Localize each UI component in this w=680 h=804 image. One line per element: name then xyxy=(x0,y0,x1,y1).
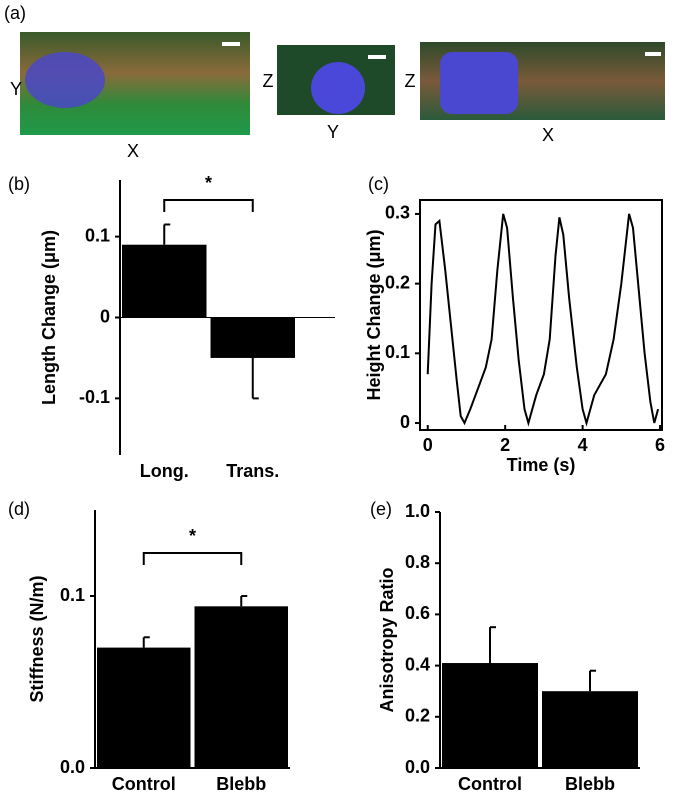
scale-bar xyxy=(368,55,386,59)
y-tick-label: 0.3 xyxy=(385,203,410,223)
nucleus xyxy=(311,62,365,114)
x-tick-label: Blebb xyxy=(565,774,615,794)
x-tick-label: 2 xyxy=(500,435,510,455)
panel-label: (d) xyxy=(8,499,30,519)
significance-bracket xyxy=(142,552,243,565)
nucleus xyxy=(440,52,518,114)
y-tick-label: 0.2 xyxy=(405,706,430,726)
bar xyxy=(97,647,191,768)
y-axis-title: Height Change (μm) xyxy=(364,229,384,400)
axis-letter: X xyxy=(127,141,139,161)
y-axis-title: Anisotropy Ratio xyxy=(377,567,397,712)
x-tick-label: Trans. xyxy=(226,461,279,481)
nucleus xyxy=(25,52,105,108)
axis-letter: Y xyxy=(327,122,339,142)
y-tick-label: 0 xyxy=(100,306,110,326)
y-tick-label: 0.2 xyxy=(385,272,410,292)
bar xyxy=(442,663,538,768)
scale-bar xyxy=(645,52,661,56)
x-tick-label: 0 xyxy=(423,435,433,455)
significance-mark: * xyxy=(205,173,212,193)
y-tick-label: 0 xyxy=(400,412,410,432)
y-tick-label: 0.4 xyxy=(405,654,430,674)
x-tick-label: Long. xyxy=(140,461,189,481)
x-axis-title: Time (s) xyxy=(507,455,576,475)
panel-a: (a) Y X Z Y Z X xyxy=(4,3,665,161)
y-tick-label: 0.1 xyxy=(60,585,85,605)
y-axis-title: Length Change (μm) xyxy=(39,230,59,405)
x-tick-label: Control xyxy=(112,774,176,794)
y-tick-label: 0.8 xyxy=(405,552,430,572)
x-tick-label: Blebb xyxy=(216,774,266,794)
panel-label: (e) xyxy=(370,499,392,519)
y-tick-label: 0.0 xyxy=(60,757,85,777)
significance-bracket xyxy=(163,199,254,212)
axis-letter: Z xyxy=(405,71,416,91)
axis-letter: Y xyxy=(10,79,22,99)
y-tick-label: 0.0 xyxy=(405,757,430,777)
bar xyxy=(194,606,288,768)
plot-frame xyxy=(419,199,663,431)
significance-mark: * xyxy=(189,526,196,546)
data-line xyxy=(426,213,660,427)
bar xyxy=(210,317,295,358)
y-axis-title: Stiffness (N/m) xyxy=(27,575,47,702)
y-tick-label: -0.1 xyxy=(79,387,110,407)
panel-label: (c) xyxy=(368,174,389,194)
panel-label: (b) xyxy=(8,174,30,194)
x-tick-label: 6 xyxy=(655,435,665,455)
bar xyxy=(542,691,638,768)
y-tick-label: 1.0 xyxy=(405,501,430,521)
x-tick-label: 4 xyxy=(578,435,588,455)
scale-bar xyxy=(222,42,240,46)
x-tick-label: Control xyxy=(458,774,522,794)
bar xyxy=(122,244,207,318)
y-tick-label: 0.1 xyxy=(385,342,410,362)
y-tick-label: 0.6 xyxy=(405,603,430,623)
axis-letter: X xyxy=(542,125,554,145)
y-tick-label: 0.1 xyxy=(85,225,110,245)
panel-label: (a) xyxy=(4,3,26,23)
axis-letter: Z xyxy=(263,71,274,91)
